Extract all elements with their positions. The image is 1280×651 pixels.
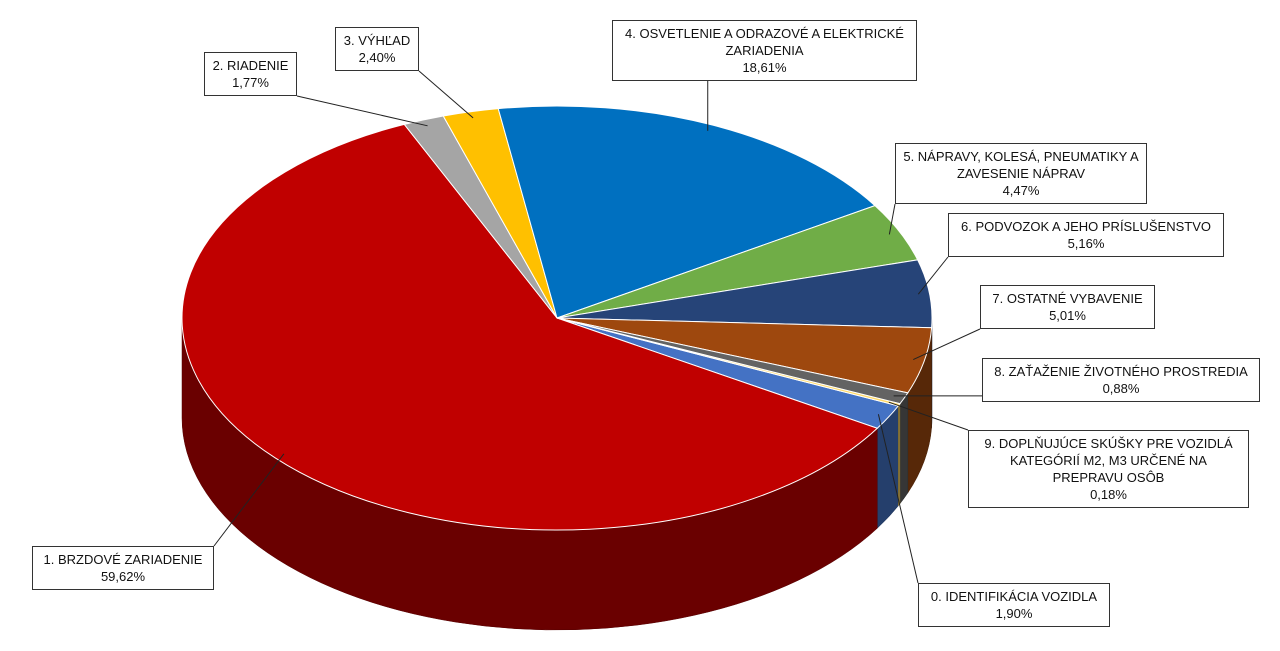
data-label: 0. IDENTIFIKÁCIA VOZIDLA 1,90% [918, 583, 1110, 627]
leader-line [213, 453, 285, 547]
leader-line [913, 328, 981, 361]
value-label: 59,62% [100, 569, 146, 584]
category-label: 4. OSVETLENIE A ODRAZOVÉ A ELEKTRICKÉ ZA… [625, 26, 904, 58]
category-label: 1. BRZDOVÉ ZARIADENIE [43, 552, 203, 567]
leader-line [888, 401, 969, 431]
pie-tops [181, 105, 933, 531]
leader-line [296, 95, 428, 127]
data-label: 8. ZAŤAŽENIE ŽIVOTNÉHO PROSTREDIA 0,88% [982, 358, 1260, 402]
value-label: 5,01% [1049, 308, 1086, 323]
value-label: 0,18% [1090, 487, 1127, 502]
slice [181, 123, 879, 531]
slice-side [899, 392, 909, 505]
leader-line [877, 414, 919, 584]
category-label: 5. NÁPRAVY, KOLESÁ, PNEUMATIKY A ZAVESEN… [903, 149, 1139, 181]
category-label: 6. PODVOZOK A JEHO PRÍSLUŠENSTVO [961, 219, 1211, 234]
slice-side [897, 403, 901, 507]
category-label: 7. OSTATNÉ VYBAVENIE [992, 291, 1143, 306]
data-label: 9. DOPLŇUJÚCE SKÚŠKY PRE VOZIDLÁ KATEGÓR… [968, 430, 1249, 508]
category-label: 0. IDENTIFIKÁCIA VOZIDLA [930, 589, 1098, 604]
value-label: 2,40% [358, 50, 396, 65]
leader-line [888, 203, 896, 235]
category-label: 3. VÝHĽAD [343, 33, 411, 48]
value-label: 5,16% [1067, 236, 1105, 251]
value-label: 1,90% [995, 606, 1033, 621]
data-label: 5. NÁPRAVY, KOLESÁ, PNEUMATIKY A ZAVESEN… [895, 143, 1147, 204]
slice [497, 105, 876, 319]
value-label: 18,61% [742, 60, 787, 75]
data-label: 1. BRZDOVÉ ZARIADENIE 59,62% [32, 546, 214, 590]
leader-lines [213, 70, 982, 584]
leader-line [418, 70, 474, 119]
leader-line [917, 256, 949, 295]
data-label: 2. RIADENIE 1,77% [204, 52, 297, 96]
data-label: 4. OSVETLENIE A ODRAZOVÉ A ELEKTRICKÉ ZA… [612, 20, 917, 81]
data-label: 6. PODVOZOK A JEHO PRÍSLUŠENSTVO 5,16% [948, 213, 1224, 257]
value-label: 1,77% [232, 75, 269, 90]
category-label: 9. DOPLŇUJÚCE SKÚŠKY PRE VOZIDLÁ KATEGÓR… [984, 436, 1233, 485]
category-label: 2. RIADENIE [212, 58, 289, 73]
data-label: 7. OSTATNÉ VYBAVENIE 5,01% [980, 285, 1155, 329]
data-label: 3. VÝHĽAD 2,40% [335, 27, 419, 71]
value-label: 0,88% [1102, 381, 1140, 396]
category-label: 8. ZAŤAŽENIE ŽIVOTNÉHO PROSTREDIA [994, 364, 1248, 379]
value-label: 4,47% [1002, 183, 1040, 198]
